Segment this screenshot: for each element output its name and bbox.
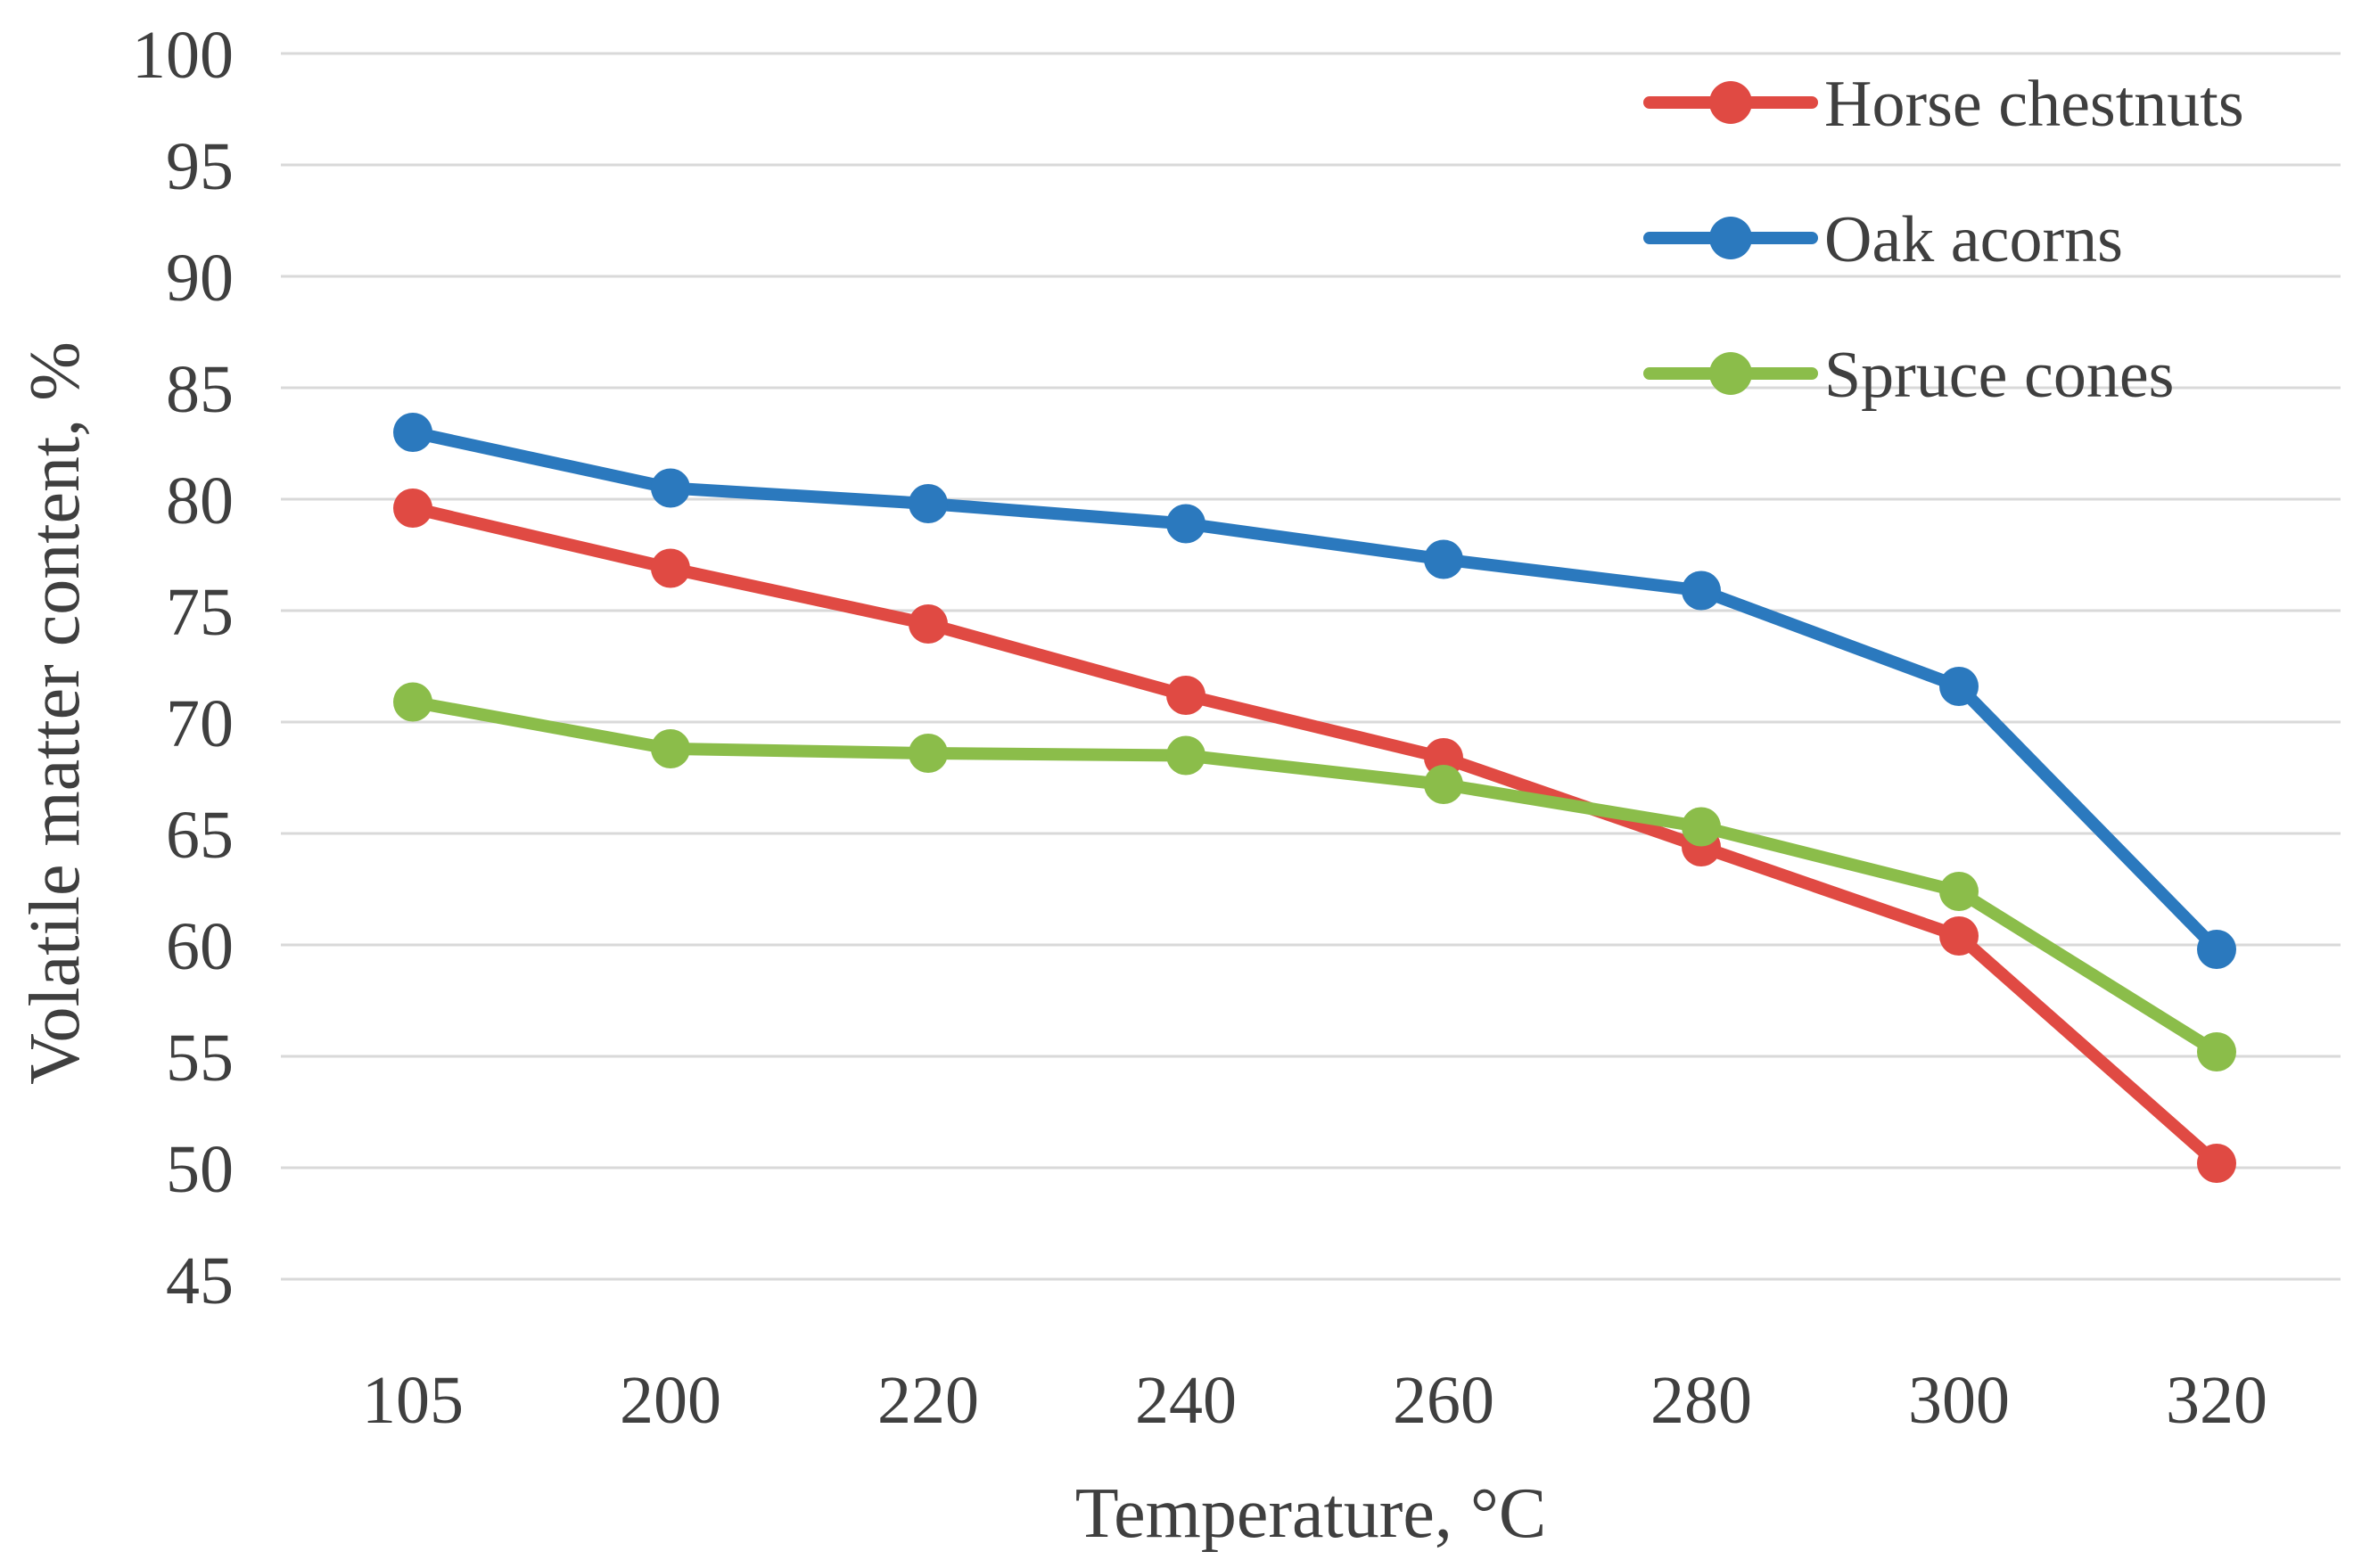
plot-gridlines <box>281 52 2341 1281</box>
data-point-horse-chestnuts-220 <box>909 604 948 644</box>
data-point-spruce-cones-280 <box>1682 807 1721 847</box>
y-tick-label-55: 55 <box>166 1021 234 1096</box>
y-tick-label-50: 50 <box>166 1132 234 1207</box>
data-point-oak-acorns-220 <box>909 484 948 523</box>
x-tick-label-300: 300 <box>1908 1363 2010 1438</box>
series-line-horse-chestnuts <box>407 502 2223 1170</box>
data-point-oak-acorns-320 <box>2197 930 2236 969</box>
legend-item-spruce-cones: Spruce cones <box>1643 339 2174 412</box>
data-point-spruce-cones-240 <box>1166 735 1205 776</box>
y-tick-label-45: 45 <box>166 1244 234 1318</box>
series-oak-acorns <box>393 413 2236 969</box>
series-horse-chestnuts <box>393 488 2236 1183</box>
data-point-horse-chestnuts-320 <box>2197 1144 2236 1183</box>
x-axis-tick-labels: 105 200 220 240 260 280 300 320 <box>362 1363 2267 1438</box>
data-point-oak-acorns-280 <box>1682 571 1721 611</box>
data-point-spruce-cones-200 <box>651 729 690 768</box>
x-tick-label-260: 260 <box>1393 1363 1494 1438</box>
legend-marker-dot-oak-acorns <box>1709 217 1752 259</box>
data-point-oak-acorns-240 <box>1166 504 1205 544</box>
y-axis-title: Volatile matter content, % <box>16 341 95 1085</box>
legend-label-horse-chestnuts: Horse chestnuts <box>1824 68 2244 141</box>
y-tick-label-95: 95 <box>166 129 234 204</box>
series-line-spruce-cones <box>407 695 2223 1058</box>
legend-item-horse-chestnuts: Horse chestnuts <box>1643 68 2244 141</box>
data-point-horse-chestnuts-240 <box>1166 676 1205 715</box>
x-tick-label-200: 200 <box>620 1363 721 1438</box>
legend: Horse chestnuts Oak acorns Spruce cones <box>1643 68 2244 412</box>
data-point-oak-acorns-200 <box>651 468 690 508</box>
y-tick-label-80: 80 <box>166 464 234 538</box>
data-point-oak-acorns-105 <box>393 413 432 452</box>
data-point-spruce-cones-300 <box>1939 872 1979 911</box>
series-spruce-cones <box>393 682 2236 1071</box>
y-tick-label-85: 85 <box>166 352 234 427</box>
x-tick-label-220: 220 <box>877 1363 979 1438</box>
legend-marker-dot-spruce-cones <box>1709 352 1752 395</box>
x-tick-label-105: 105 <box>362 1363 464 1438</box>
y-tick-label-90: 90 <box>166 241 234 316</box>
x-tick-label-320: 320 <box>2166 1363 2267 1438</box>
data-point-horse-chestnuts-300 <box>1939 916 1979 956</box>
y-tick-label-100: 100 <box>132 18 234 93</box>
y-tick-label-65: 65 <box>166 798 234 873</box>
x-tick-label-240: 240 <box>1135 1363 1237 1438</box>
x-axis-title: Temperature, °C <box>1074 1474 1547 1553</box>
x-tick-label-280: 280 <box>1650 1363 1752 1438</box>
y-tick-label-70: 70 <box>166 686 234 761</box>
data-point-horse-chestnuts-200 <box>651 548 690 588</box>
legend-item-oak-acorns: Oak acorns <box>1643 203 2123 276</box>
legend-marker-dot-horse-chestnuts <box>1709 81 1752 124</box>
legend-label-oak-acorns: Oak acorns <box>1824 203 2123 276</box>
series-line-oak-acorns <box>407 426 2223 956</box>
data-point-oak-acorns-260 <box>1424 539 1463 579</box>
data-point-oak-acorns-300 <box>1939 667 1979 706</box>
data-point-spruce-cones-260 <box>1424 765 1463 804</box>
y-tick-label-75: 75 <box>166 575 234 650</box>
data-point-spruce-cones-320 <box>2197 1032 2236 1071</box>
data-point-horse-chestnuts-105 <box>393 488 432 528</box>
legend-label-spruce-cones: Spruce cones <box>1824 339 2174 412</box>
y-tick-label-60: 60 <box>166 909 234 984</box>
y-axis-tick-labels: 100 95 90 85 80 75 70 65 60 55 50 45 <box>132 18 234 1318</box>
data-point-spruce-cones-105 <box>393 682 432 722</box>
data-point-spruce-cones-220 <box>909 734 948 773</box>
